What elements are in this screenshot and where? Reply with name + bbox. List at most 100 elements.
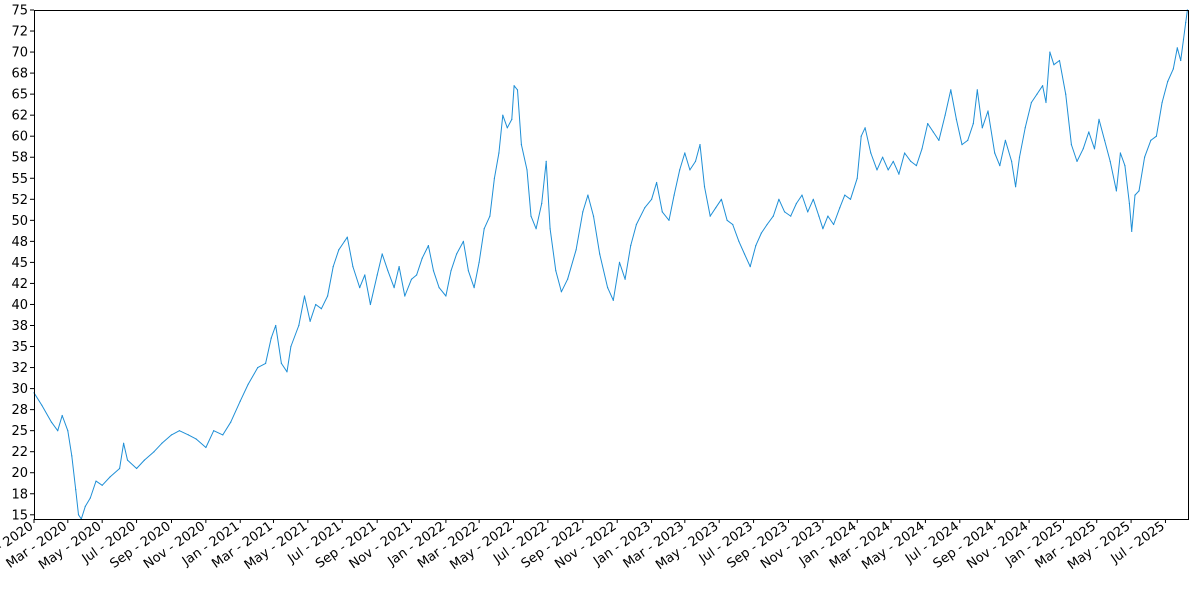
data-point <box>520 144 523 146</box>
data-point <box>689 169 691 171</box>
data-point <box>338 249 340 251</box>
series-line <box>33 9 1188 520</box>
data-point <box>651 198 653 200</box>
data-point <box>795 202 798 205</box>
data-point <box>364 274 366 276</box>
data-point <box>421 257 423 259</box>
data-point <box>772 215 774 217</box>
data-point <box>1058 59 1061 62</box>
data-point <box>612 299 614 301</box>
data-point <box>247 383 249 385</box>
data-point <box>1155 135 1157 137</box>
data-point <box>343 240 346 242</box>
data-point <box>1053 64 1055 66</box>
data-point <box>709 215 711 217</box>
y-tick-label: 20 <box>11 466 28 481</box>
data-point <box>575 249 577 251</box>
data-point <box>516 89 519 91</box>
data-point <box>679 169 681 171</box>
data-point <box>1131 230 1133 232</box>
data-point <box>743 253 746 255</box>
data-point <box>489 215 491 217</box>
data-point <box>222 434 224 436</box>
data-point <box>416 274 418 276</box>
y-tick-label: 70 <box>11 46 28 61</box>
data-point <box>41 404 43 406</box>
data-point <box>230 421 232 423</box>
data-point <box>856 177 858 179</box>
data-point <box>673 194 675 196</box>
data-point <box>493 177 495 179</box>
data-point <box>393 287 395 289</box>
data-point <box>1015 186 1017 188</box>
data-point <box>839 207 841 209</box>
data-point <box>961 144 963 146</box>
data-point <box>84 505 86 507</box>
data-point <box>898 173 900 175</box>
data-point <box>1134 194 1136 196</box>
data-point <box>126 459 129 461</box>
data-point <box>1042 85 1044 87</box>
data-point <box>915 165 918 167</box>
data-point <box>327 295 329 297</box>
data-point <box>694 160 697 162</box>
data-point <box>624 278 626 280</box>
data-point <box>290 345 292 348</box>
data-point <box>153 451 155 453</box>
data-point <box>398 266 400 268</box>
data-point <box>1030 101 1032 104</box>
data-point <box>298 324 300 327</box>
data-point <box>89 497 91 499</box>
data-point <box>860 135 862 137</box>
y-tick-label: 52 <box>11 193 28 208</box>
data-point <box>1124 165 1126 167</box>
data-point <box>981 127 983 129</box>
data-point <box>101 484 103 486</box>
y-tick-label: 38 <box>11 319 28 334</box>
data-point <box>381 253 383 255</box>
data-point <box>450 270 452 272</box>
data-point <box>71 455 73 457</box>
data-point <box>1082 148 1084 150</box>
data-point <box>1115 190 1117 192</box>
data-point <box>535 228 537 230</box>
data-point <box>921 148 923 150</box>
data-point <box>790 215 792 217</box>
data-point <box>77 514 80 516</box>
data-point <box>582 211 584 213</box>
data-point <box>955 118 958 120</box>
data-point <box>870 152 872 154</box>
data-point <box>332 266 334 268</box>
y-tick-label: 75 <box>11 4 28 19</box>
data-point <box>599 253 601 255</box>
data-point <box>195 438 197 440</box>
data-point <box>630 245 632 247</box>
data-point <box>1172 68 1174 70</box>
data-point <box>75 489 77 491</box>
data-point <box>644 207 646 209</box>
data-point <box>1076 160 1078 162</box>
data-point <box>944 114 946 116</box>
data-point <box>1144 156 1146 158</box>
data-point <box>812 198 814 200</box>
data-point <box>668 219 670 221</box>
data-point <box>938 139 940 141</box>
data-point <box>1150 139 1152 141</box>
data-point <box>560 291 563 293</box>
data-point <box>369 303 371 306</box>
data-point <box>67 430 69 432</box>
data-point <box>818 215 820 217</box>
data-point <box>755 245 757 247</box>
data-point <box>462 240 464 242</box>
y-tick-label: 40 <box>11 298 28 313</box>
data-point <box>807 211 809 213</box>
data-point <box>213 430 215 432</box>
y-tick-label: 30 <box>11 382 28 397</box>
data-point <box>511 118 513 120</box>
data-point <box>95 480 97 482</box>
data-point <box>720 198 723 200</box>
y-tick-label: 48 <box>11 235 28 250</box>
data-point <box>123 442 125 444</box>
data-point <box>376 274 378 276</box>
